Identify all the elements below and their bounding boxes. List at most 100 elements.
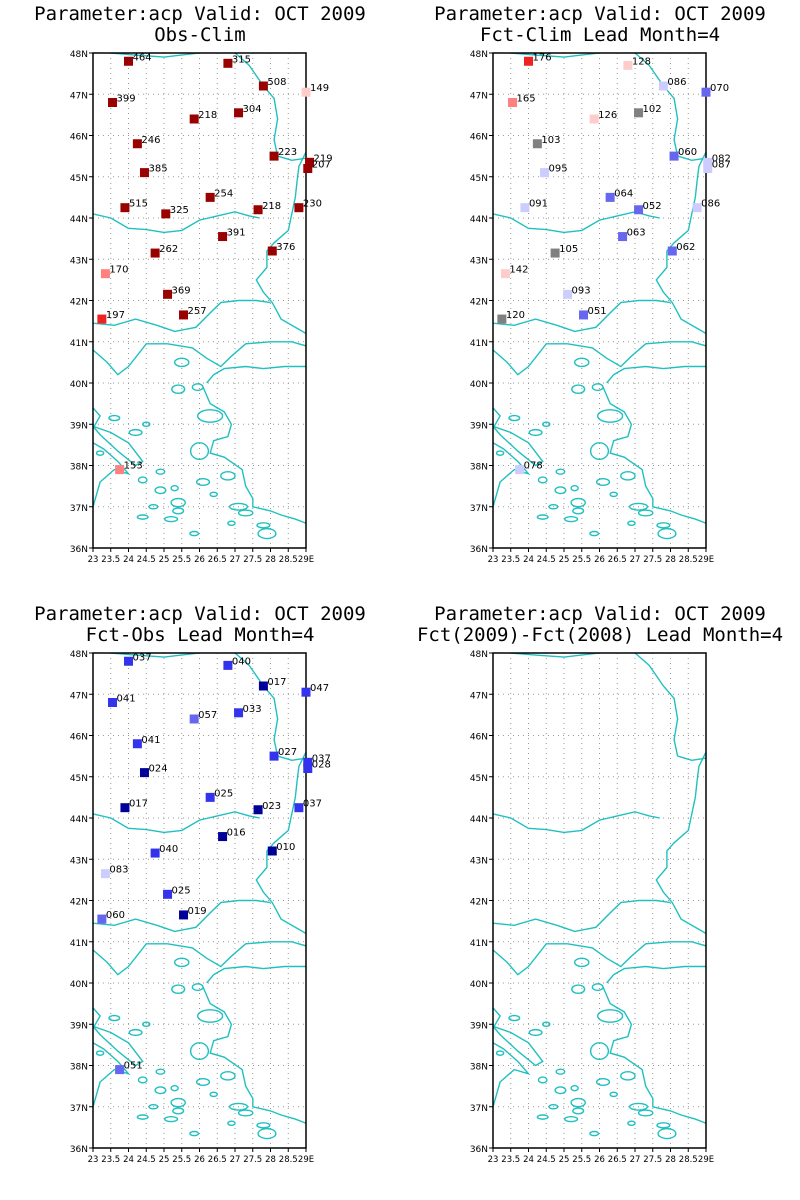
lat-tick-label: 42N bbox=[70, 898, 88, 908]
station-label: 025 bbox=[214, 788, 233, 799]
station-marker bbox=[658, 81, 668, 91]
map-panel-2: Parameter:acp Valid: OCT 2009 Fct-Clim L… bbox=[400, 0, 800, 600]
station-marker bbox=[161, 209, 171, 219]
station-label: 257 bbox=[188, 306, 207, 317]
lat-tick-label: 37N bbox=[470, 504, 488, 514]
lon-tick-label: 24 bbox=[523, 555, 534, 565]
island bbox=[171, 384, 186, 395]
island bbox=[220, 1070, 236, 1081]
lat-tick-label: 36N bbox=[470, 1145, 488, 1155]
island bbox=[173, 357, 190, 368]
lon-tick-label: 25 bbox=[159, 1155, 170, 1165]
station-marker bbox=[139, 168, 149, 178]
coastline bbox=[655, 151, 706, 335]
station-label: 126 bbox=[598, 110, 617, 121]
coastline bbox=[206, 365, 306, 384]
lon-tick-label: 25.5 bbox=[172, 555, 191, 565]
panel-title-line2: Fct-Obs Lead Month=4 bbox=[85, 624, 315, 646]
lon-tick-label: 24.5 bbox=[137, 555, 156, 565]
lat-tick-label: 47N bbox=[470, 91, 488, 101]
island bbox=[495, 1050, 505, 1056]
island bbox=[628, 1102, 649, 1111]
lat-tick-label: 44N bbox=[470, 815, 488, 825]
island bbox=[137, 476, 148, 484]
lat-tick-label: 46N bbox=[70, 733, 88, 743]
lat-tick-label: 48N bbox=[470, 650, 488, 660]
island bbox=[237, 509, 254, 517]
station-marker bbox=[163, 889, 173, 899]
station-label: 041 bbox=[141, 735, 160, 746]
station-label: 391 bbox=[227, 228, 246, 239]
coastline bbox=[510, 53, 602, 58]
island bbox=[591, 983, 604, 992]
station-label: 062 bbox=[676, 242, 695, 253]
map-plot: 36N 37N 38N 39N 40N 41N 42N 43N 44N 45N 46N 47N 48N 2… bbox=[470, 650, 714, 1165]
lon-tick-label: 24 bbox=[123, 1155, 134, 1165]
station-marker bbox=[589, 114, 599, 124]
station-marker bbox=[634, 205, 644, 215]
lon-tick-label: 26.5 bbox=[608, 1155, 627, 1165]
lat-tick-label: 43N bbox=[70, 856, 88, 866]
lon-tick-label: 26.5 bbox=[608, 555, 627, 565]
island bbox=[536, 1114, 549, 1120]
island bbox=[136, 514, 149, 520]
lat-tick-label: 41N bbox=[470, 939, 488, 949]
island bbox=[227, 520, 236, 527]
island bbox=[154, 486, 167, 495]
lon-tick-label: 23.5 bbox=[101, 555, 120, 565]
island bbox=[237, 1109, 254, 1117]
island bbox=[595, 1078, 611, 1087]
gridlines bbox=[493, 653, 706, 1148]
station-marker bbox=[234, 708, 244, 718]
island bbox=[128, 428, 143, 437]
station-marker bbox=[189, 714, 199, 724]
island bbox=[595, 478, 611, 487]
station-marker bbox=[267, 846, 277, 856]
lat-tick-label: 48N bbox=[70, 650, 88, 660]
island bbox=[136, 1114, 149, 1120]
coastline bbox=[277, 755, 306, 762]
station-marker bbox=[139, 768, 149, 778]
island bbox=[191, 383, 204, 392]
station-marker bbox=[667, 246, 677, 256]
coastline bbox=[93, 899, 271, 933]
island bbox=[227, 1120, 236, 1127]
station-marker bbox=[623, 60, 633, 70]
station-label: 010 bbox=[276, 842, 295, 853]
lon-tick-label: 26.5 bbox=[208, 555, 227, 565]
island bbox=[656, 522, 671, 529]
island bbox=[637, 509, 654, 517]
lat-tick-label: 42N bbox=[70, 298, 88, 308]
coastline bbox=[202, 386, 306, 524]
island bbox=[591, 383, 604, 392]
station-marker bbox=[294, 803, 304, 813]
station-label: 325 bbox=[170, 205, 189, 216]
island bbox=[170, 1085, 179, 1092]
lon-tick-label: 26 bbox=[194, 1155, 205, 1165]
station-label: 041 bbox=[117, 694, 136, 705]
island bbox=[172, 1107, 185, 1115]
gridlines bbox=[493, 53, 706, 548]
station-marker bbox=[579, 310, 589, 320]
panel-title-line1: Parameter:acp Valid: OCT 2009 bbox=[434, 3, 766, 25]
lat-tick-label: 48N bbox=[70, 50, 88, 60]
island bbox=[589, 442, 610, 461]
station-label: 197 bbox=[106, 310, 125, 321]
station-label: 093 bbox=[572, 285, 591, 296]
lon-tick-label: 27 bbox=[630, 555, 641, 565]
station-label: 040 bbox=[159, 844, 178, 855]
island bbox=[571, 384, 586, 395]
station-marker bbox=[108, 698, 118, 707]
station-label: 091 bbox=[529, 199, 548, 210]
lat-tick-label: 36N bbox=[70, 1145, 88, 1155]
station-label: 385 bbox=[148, 164, 167, 175]
station-marker bbox=[253, 205, 263, 215]
island bbox=[620, 1070, 636, 1081]
lon-tick-label: 25 bbox=[559, 1155, 570, 1165]
island bbox=[189, 442, 210, 461]
lat-tick-label: 45N bbox=[470, 774, 488, 784]
island bbox=[154, 1086, 167, 1095]
station-marker bbox=[532, 139, 542, 149]
